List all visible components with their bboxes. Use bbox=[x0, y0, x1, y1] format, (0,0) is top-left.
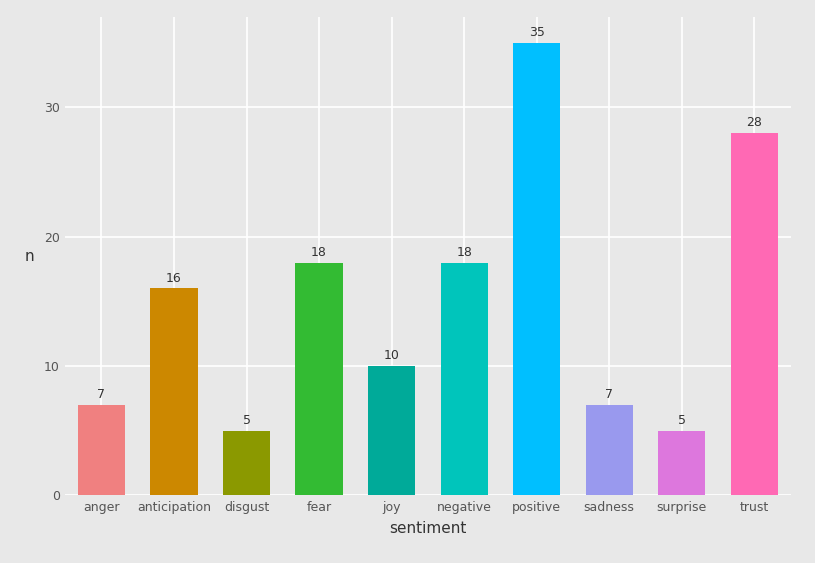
Text: 35: 35 bbox=[529, 26, 544, 39]
Y-axis label: n: n bbox=[25, 249, 35, 263]
X-axis label: sentiment: sentiment bbox=[390, 521, 466, 536]
Text: 18: 18 bbox=[456, 246, 472, 259]
Text: 5: 5 bbox=[243, 414, 250, 427]
Text: 5: 5 bbox=[678, 414, 685, 427]
Bar bbox=[586, 405, 632, 495]
Bar bbox=[441, 262, 487, 495]
Bar bbox=[296, 262, 342, 495]
Text: 16: 16 bbox=[166, 271, 182, 285]
Text: 10: 10 bbox=[384, 349, 399, 362]
Text: 7: 7 bbox=[98, 388, 105, 401]
Text: 7: 7 bbox=[606, 388, 613, 401]
Bar bbox=[659, 431, 705, 495]
Bar bbox=[731, 133, 778, 495]
Bar bbox=[151, 288, 197, 495]
Text: 28: 28 bbox=[747, 117, 762, 129]
Bar bbox=[513, 43, 560, 495]
Text: 18: 18 bbox=[311, 246, 327, 259]
Bar bbox=[368, 366, 415, 495]
Bar bbox=[78, 405, 125, 495]
Bar bbox=[223, 431, 270, 495]
